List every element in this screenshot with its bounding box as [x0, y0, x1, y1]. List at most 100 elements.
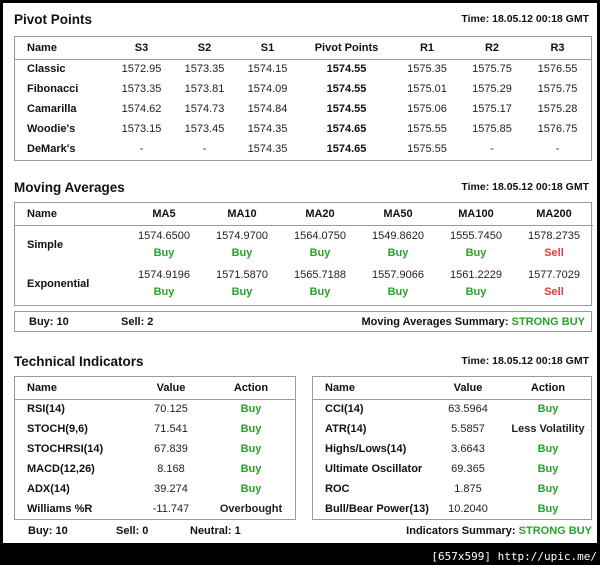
table-row: Bull/Bear Power(13) 10.2040 Buy: [313, 499, 591, 519]
indicator-name: STOCH(9,6): [27, 423, 88, 435]
pivot-table-box: Name S3 S2 S1 Pivot Points R1 R2 R3 Clas…: [14, 36, 592, 161]
indicator-value: 8.168: [157, 463, 185, 475]
cell-s3: 1572.95: [121, 63, 162, 76]
indicator-name: STOCHRSI(14): [27, 443, 104, 455]
indicator-value: 5.5857: [451, 423, 485, 435]
ma-title: Moving Averages: [14, 179, 125, 195]
col-header: R2: [484, 41, 500, 54]
indicator-action: Buy: [240, 423, 262, 435]
indicator-action: Buy: [537, 443, 559, 455]
table-row: ATR(14) 5.5857 Less Volatility: [313, 419, 591, 439]
ma-summary: Buy: 10 Sell: 2 Moving Averages Summary:…: [14, 311, 592, 332]
indicator-name: ATR(14): [325, 423, 367, 435]
ma-value: 1561.2229: [450, 268, 502, 281]
indicator-value: 1.875: [454, 483, 482, 495]
page-canvas: Pivot Points Time: 18.05.12 00:18 GMT Na…: [3, 3, 597, 543]
ma-cell: 1561.2229 Buy: [437, 264, 515, 303]
col-header: R1: [419, 41, 435, 54]
ti-left-header-row: Name Value Action: [15, 377, 295, 399]
ti-right-header-row: Name Value Action: [313, 377, 591, 399]
ma-action: Buy: [231, 285, 253, 298]
ma-summary-result: STRONG BUY: [511, 315, 585, 328]
ti-summary: Buy: 10 Sell: 0 Neutral: 1 Indicators Su…: [14, 520, 592, 541]
cell-s1: 1574.84: [247, 103, 288, 115]
cell-pivot: 1574.55: [326, 63, 367, 76]
table-row: Ultimate Oscillator 69.365 Buy: [313, 459, 591, 479]
ma-table-box: Name MA5 MA10 MA20 MA50 MA100 MA200 Simp…: [14, 202, 593, 306]
cell-s3: 1574.62: [121, 103, 162, 115]
row-name: DeMark's: [27, 143, 76, 155]
table-row: STOCHRSI(14) 67.839 Buy: [15, 439, 295, 459]
pivot-table: Name S3 S2 S1 Pivot Points R1 R2 R3 Clas…: [15, 37, 591, 159]
col-header: MA5: [152, 207, 176, 220]
ma-cell: 1578.2735 Sell: [515, 225, 593, 264]
ma-table: Name MA5 MA10 MA20 MA50 MA100 MA200 Simp…: [15, 203, 593, 303]
indicator-value: 63.5964: [448, 403, 488, 416]
indicator-value: 70.125: [154, 403, 188, 416]
row-name: Simple: [27, 238, 64, 251]
watermark: [657x599] http://upic.me/: [431, 550, 597, 563]
col-header: Value: [156, 381, 186, 394]
col-header: R3: [550, 41, 565, 54]
table-row: ADX(14) 39.274 Buy: [15, 479, 295, 499]
indicator-action: Buy: [537, 503, 559, 515]
ma-header: Moving Averages Time: 18.05.12 00:18 GMT: [14, 178, 589, 196]
cell-pivot: 1574.55: [326, 103, 367, 115]
table-row: DeMark's - - 1574.35 1574.65 1575.55 - -: [15, 139, 591, 159]
ma-cell: 1574.9700 Buy: [203, 225, 281, 264]
cell-r1: 1575.55: [407, 123, 447, 135]
ma-value: 1571.5870: [216, 268, 268, 281]
indicator-name: CCI(14): [325, 403, 364, 416]
ti-title: Technical Indicators: [14, 353, 144, 369]
table-row: CCI(14) 63.5964 Buy: [313, 399, 591, 419]
indicator-action: Buy: [240, 463, 262, 475]
ma-action: Buy: [309, 246, 331, 259]
indicator-value: 3.6643: [451, 443, 485, 455]
cell-r1: 1575.06: [407, 103, 447, 115]
ma-cell: 1557.9066 Buy: [359, 264, 437, 303]
ma-action: Buy: [387, 246, 409, 259]
cell-r2: -: [490, 143, 494, 155]
indicator-value: 39.274: [154, 483, 188, 495]
indicator-action: Overbought: [219, 503, 283, 515]
ma-summary-sell: Sell: 2: [121, 315, 154, 328]
cell-pivot: 1574.55: [326, 83, 367, 95]
indicator-action: Buy: [537, 483, 559, 495]
ma-cell: 1549.8620 Buy: [359, 225, 437, 264]
ma-summary-buy: Buy: 10: [29, 315, 69, 328]
ma-action: Buy: [465, 285, 487, 298]
cell-s2: 1573.35: [184, 63, 225, 76]
pivot-header-row: Name S3 S2 S1 Pivot Points R1 R2 R3: [15, 37, 591, 59]
cell-s1: 1574.15: [247, 63, 288, 76]
ma-value: 1578.2735: [528, 229, 580, 242]
ma-value: 1574.9700: [216, 229, 268, 242]
table-row: Williams %R -11.747 Overbought: [15, 499, 295, 519]
table-row: Fibonacci 1573.35 1573.81 1574.09 1574.5…: [15, 79, 591, 99]
col-header: MA200: [536, 207, 572, 220]
cell-r1: 1575.01: [407, 83, 447, 95]
ma-summary-result-group: Moving Averages Summary: STRONG BUY: [361, 316, 585, 328]
ma-value: 1574.9196: [138, 268, 190, 281]
table-row: MACD(12,26) 8.168 Buy: [15, 459, 295, 479]
ti-right-table: Name Value Action CCI(14) 63.5964 Buy ATR(…: [313, 377, 591, 519]
ma-value: 1557.9066: [372, 268, 424, 281]
pivot-time: Time: 18.05.12 00:18 GMT: [461, 13, 589, 25]
cell-r2: 1575.29: [472, 83, 512, 95]
cell-r3: 1576.75: [537, 123, 578, 135]
row-name: Exponential: [27, 277, 90, 290]
cell-s1: 1574.35: [247, 143, 288, 155]
cell-s2: -: [202, 143, 207, 155]
indicator-name: Bull/Bear Power(13): [325, 503, 429, 515]
cell-pivot: 1574.65: [326, 143, 367, 155]
ma-value: 1549.8620: [372, 229, 424, 242]
ti-left-box: Name Value Action RSI(14) 70.125 Buy STOCH…: [14, 376, 296, 520]
ma-action: Buy: [153, 285, 175, 298]
indicator-value: 71.541: [154, 423, 188, 435]
ma-cell: 1571.5870 Buy: [203, 264, 281, 303]
ma-action: Sell: [544, 246, 564, 259]
row-name: Classic: [27, 63, 66, 76]
cell-s3: 1573.15: [121, 123, 162, 135]
col-header: Name: [27, 41, 57, 54]
indicator-action: Buy: [537, 403, 559, 416]
col-header: Action: [530, 381, 566, 394]
